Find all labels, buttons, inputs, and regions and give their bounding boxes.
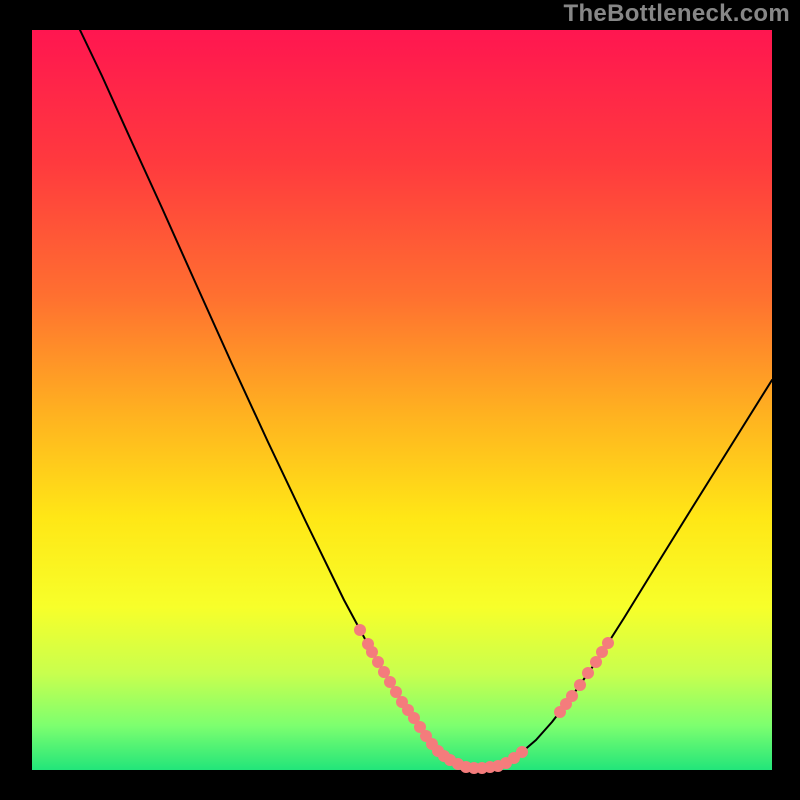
highlight-dot xyxy=(566,690,578,702)
highlight-dot xyxy=(378,666,390,678)
highlight-dot xyxy=(354,624,366,636)
plot-area xyxy=(32,30,772,770)
chart-stage: TheBottleneck.com xyxy=(0,0,800,800)
highlight-dot xyxy=(590,656,602,668)
gradient-fill xyxy=(32,30,772,770)
highlight-dot xyxy=(372,656,384,668)
highlight-dot xyxy=(384,676,396,688)
highlight-dot xyxy=(602,637,614,649)
highlight-dot xyxy=(574,679,586,691)
highlight-dot xyxy=(390,686,402,698)
watermark-text: TheBottleneck.com xyxy=(564,0,790,28)
highlight-dot xyxy=(582,667,594,679)
highlight-dot xyxy=(516,746,528,758)
highlight-dot xyxy=(366,646,378,658)
plot-svg xyxy=(32,30,772,770)
